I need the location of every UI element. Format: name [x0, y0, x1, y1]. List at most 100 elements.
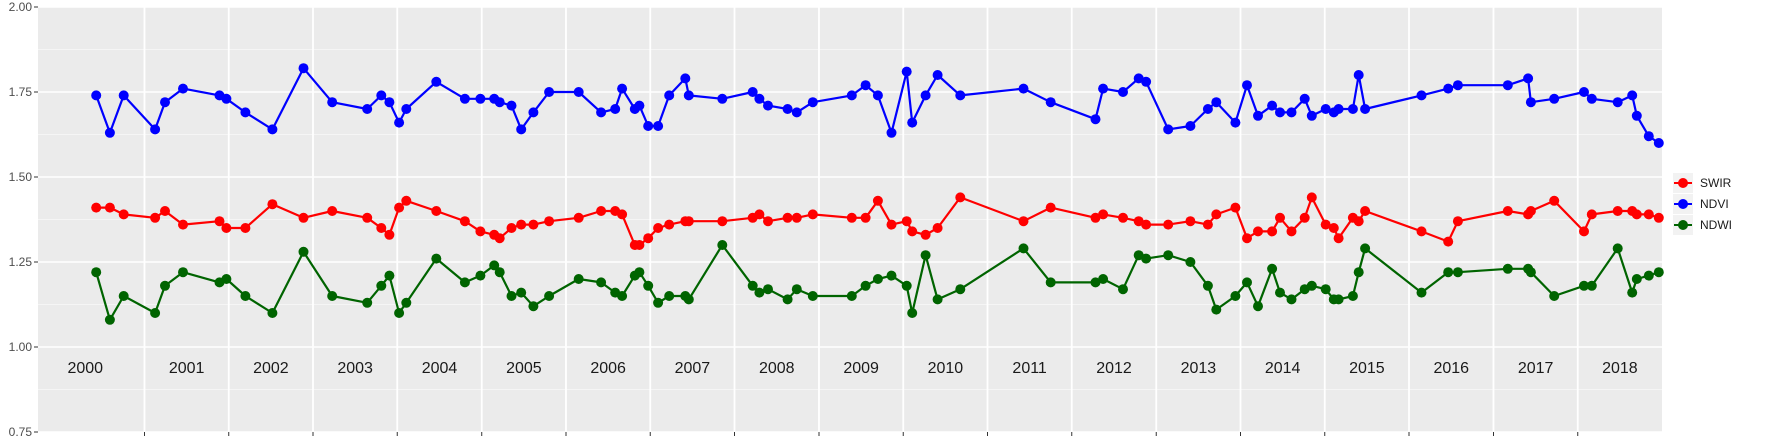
data-point-swir — [763, 216, 773, 227]
data-point-ndvi — [763, 100, 773, 111]
data-point-ndvi — [872, 90, 883, 101]
data-point-ndwi — [1202, 280, 1213, 291]
data-point-ndwi — [1253, 301, 1263, 312]
data-point-swir — [860, 212, 871, 223]
data-point-swir — [1211, 209, 1222, 220]
data-point-swir — [362, 212, 373, 223]
data-point-ndwi — [1347, 291, 1358, 301]
data-point-ndvi — [384, 97, 395, 108]
data-point-ndvi — [1211, 97, 1222, 108]
data-point-ndvi — [1612, 97, 1623, 108]
legend-item-swir: SWIR — [1673, 173, 1732, 193]
data-point-swir — [1653, 212, 1664, 223]
data-point-ndvi — [907, 117, 918, 128]
data-point-ndvi — [1643, 131, 1654, 142]
data-point-swir — [920, 229, 931, 240]
data-point-ndwi — [327, 291, 338, 301]
y-tick-label: 1.25 — [9, 255, 33, 269]
data-point-ndvi — [860, 80, 871, 91]
data-point-ndvi — [901, 66, 912, 77]
data-point-ndwi — [401, 297, 412, 308]
data-point-ndwi — [1443, 267, 1454, 278]
data-point-ndvi — [1523, 73, 1534, 84]
data-point-ndvi — [1631, 110, 1642, 121]
data-point-swir — [1185, 216, 1196, 227]
data-point-swir — [160, 206, 170, 216]
data-point-swir — [932, 223, 943, 233]
data-point-ndvi — [1353, 70, 1364, 80]
data-point-ndvi — [791, 107, 802, 118]
data-point-swir — [1230, 202, 1241, 213]
data-point-swir — [1275, 212, 1285, 223]
data-point-swir — [1586, 209, 1597, 220]
data-point-ndvi — [459, 93, 470, 104]
data-point-swir — [955, 192, 966, 203]
series-ndvi — [91, 63, 1664, 148]
data-point-swir — [1098, 209, 1109, 220]
data-point-ndwi — [1360, 243, 1371, 254]
data-point-ndvi — [932, 70, 943, 80]
data-point-ndwi — [573, 274, 584, 284]
data-point-ndwi — [1653, 267, 1664, 278]
data-point-ndvi — [1416, 90, 1427, 101]
y-tick-label: 2.00 — [9, 0, 33, 14]
data-point-swir — [1360, 206, 1371, 216]
data-point-ndvi — [846, 90, 857, 101]
data-point-ndvi — [544, 87, 555, 97]
data-point-ndwi — [1211, 304, 1222, 315]
data-point-ndvi — [475, 93, 486, 104]
data-point-ndvi — [1627, 90, 1638, 101]
data-point-swir — [150, 212, 161, 223]
data-point-swir — [1643, 209, 1654, 220]
data-point-swir — [1253, 226, 1263, 237]
data-point-ndwi — [1549, 291, 1560, 301]
data-point-swir — [118, 209, 129, 220]
year-label: 2005 — [506, 360, 542, 377]
data-point-swir — [506, 223, 517, 233]
year-label: 2014 — [1265, 360, 1301, 377]
data-point-swir — [1306, 192, 1317, 203]
data-point-swir — [1333, 233, 1344, 244]
data-point-ndwi — [91, 267, 102, 278]
legend-item-ndvi: NDVI — [1673, 194, 1729, 214]
data-point-swir — [1045, 202, 1056, 213]
data-point-ndwi — [1045, 277, 1056, 288]
data-point-swir — [617, 209, 628, 220]
data-point-swir — [221, 223, 232, 233]
y-tick-label: 0.75 — [9, 425, 33, 439]
data-point-ndwi — [1579, 280, 1589, 291]
data-point-ndwi — [544, 291, 555, 301]
data-point-ndvi — [1299, 93, 1310, 104]
data-point-swir — [1286, 226, 1297, 237]
year-label: 2000 — [67, 360, 103, 377]
data-point-ndvi — [1118, 87, 1128, 97]
data-point-swir — [1612, 206, 1623, 216]
data-point-swir — [178, 219, 188, 230]
legend-item-ndwi: NDWI — [1673, 215, 1732, 235]
data-point-ndwi — [1230, 291, 1241, 301]
series-layer — [91, 63, 1664, 325]
data-point-ndvi — [1452, 80, 1463, 91]
data-point-ndwi — [1627, 287, 1638, 298]
year-label: 2017 — [1518, 360, 1554, 377]
data-point-ndwi — [1452, 267, 1463, 278]
data-point-ndwi — [1018, 243, 1029, 254]
data-point-swir — [807, 209, 818, 220]
series-swir — [91, 192, 1664, 250]
data-point-swir — [1141, 219, 1152, 230]
data-point-ndvi — [1525, 97, 1536, 108]
data-point-swir — [1579, 226, 1589, 237]
data-point-swir — [528, 219, 539, 230]
data-point-ndvi — [886, 127, 897, 138]
data-point-ndvi — [267, 124, 278, 135]
data-point-ndvi — [1163, 124, 1174, 135]
data-point-ndvi — [506, 100, 517, 111]
data-point-ndwi — [1242, 277, 1252, 288]
data-point-ndvi — [1306, 110, 1317, 121]
data-point-swir — [1328, 223, 1339, 233]
data-point-ndwi — [1275, 287, 1285, 298]
data-point-swir — [214, 216, 225, 227]
data-point-ndvi — [298, 63, 309, 74]
data-point-ndwi — [506, 291, 517, 301]
